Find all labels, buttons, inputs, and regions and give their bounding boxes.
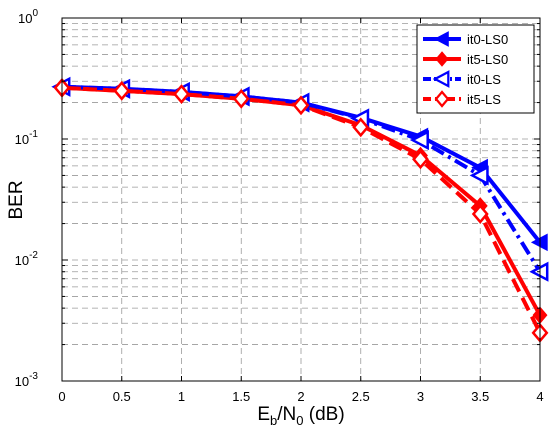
series-point-it5-ls [352, 117, 370, 138]
series-point-it0-ls [469, 165, 489, 186]
x-axis-label: Eb/N0 (dB) [257, 404, 344, 428]
legend-marker-it5-ls0 [435, 51, 449, 67]
axis-ticks: 0 0.5 1 1.5 2 2.5 3 3.5 4 100 10-1 10-2 10-3 [15, 8, 544, 404]
legend-label-it0-ls0: it0-LS0 [467, 32, 508, 47]
x-tick-label: 0 [58, 389, 65, 404]
series-point-it5-ls [412, 149, 429, 170]
series-point-it5-ls [471, 204, 489, 224]
x-tick-label: 0.5 [113, 389, 131, 404]
series-layer [51, 76, 549, 343]
y-axis-label: BER [6, 180, 27, 219]
series-line-it0-ls [61, 84, 542, 273]
legend-marker-it0-ls [432, 70, 450, 88]
x-tick-label: 2 [297, 389, 304, 404]
x-tick-label: 3 [417, 389, 424, 404]
series-point-it5-ls [113, 80, 131, 101]
series-point-it5-ls [232, 88, 250, 109]
legend-label-it0-ls: it0-LS [467, 72, 501, 87]
y-tick-label: 10-3 [15, 371, 39, 389]
legend-marker-it5-ls [434, 90, 450, 108]
x-tick-label: 1 [178, 389, 185, 404]
series-point-it5-ls [292, 95, 310, 116]
legend-label-it5-ls: it5-LS [467, 92, 501, 107]
series-point-it5-ls [173, 84, 190, 105]
x-tick-label: 1.5 [232, 389, 250, 404]
y-tick-label: 10-1 [15, 129, 39, 147]
x-tick-label: 2.5 [352, 389, 370, 404]
legend-marker-it0-ls0 [433, 31, 449, 47]
y-tick-label: 100 [18, 8, 38, 26]
series-point-it0-ls [409, 129, 429, 151]
x-tick-label: 3.5 [471, 389, 489, 404]
legend-label-it5-ls0: it5-LS0 [467, 52, 508, 67]
series-it5-ls [53, 77, 549, 343]
x-tick-label: 4 [536, 389, 543, 404]
y-tick-label: 10-2 [15, 250, 39, 268]
legend: it0-LS0 it5-LS0 it0-LS it5-LS [416, 24, 535, 114]
